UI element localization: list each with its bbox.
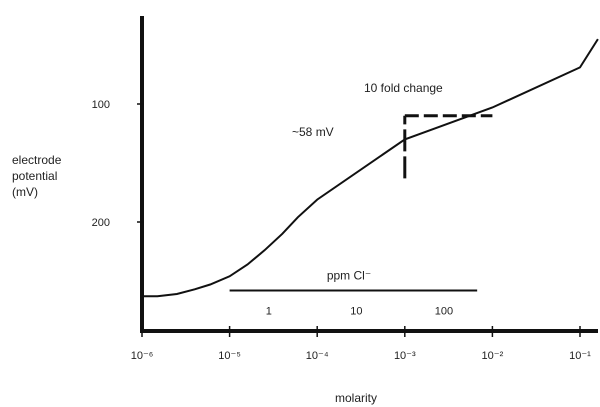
x-tick-label: 10⁻⁴ [306, 350, 329, 362]
x-axis-label: molarity [335, 391, 377, 405]
annotation-58-mv: ~58 mV [292, 125, 334, 139]
y-axis-label: electrode potential (mV) [12, 153, 62, 199]
series-line [142, 38, 599, 298]
y-axis-label-line-2: potential [12, 169, 57, 183]
y-axis-label-line-1: electrode [12, 153, 62, 167]
x-tick-label: 10⁻⁶ [131, 350, 154, 362]
x-tick-label: 10⁻² [482, 350, 504, 362]
ppm-tick-label: 1 [266, 305, 272, 317]
axes [140, 16, 598, 333]
annotations: 10 fold change ~58 mV [292, 81, 443, 139]
y-ticks: 100 200 [92, 99, 144, 229]
y-tick-label: 200 [92, 217, 110, 229]
ppm-scale: ppm Cl⁻ 1 10 100 [229, 268, 478, 317]
x-ticks: 10⁻⁶ 10⁻⁵ 10⁻⁴ 10⁻³ 10⁻² 10⁻¹ [131, 326, 591, 362]
ppm-tick-label: 100 [435, 305, 453, 317]
annotation-10-fold-change: 10 fold change [364, 81, 443, 95]
y-axis-label-line-3: (mV) [12, 185, 38, 199]
ppm-tick-label: 10 [350, 305, 362, 317]
x-tick-label: 10⁻³ [394, 350, 416, 362]
ppm-axis-title: ppm Cl⁻ [327, 268, 371, 282]
y-tick-label: 100 [92, 99, 110, 111]
x-tick-label: 10⁻⁵ [218, 350, 241, 362]
plot-area [142, 38, 599, 298]
x-tick-label: 10⁻¹ [569, 350, 591, 362]
